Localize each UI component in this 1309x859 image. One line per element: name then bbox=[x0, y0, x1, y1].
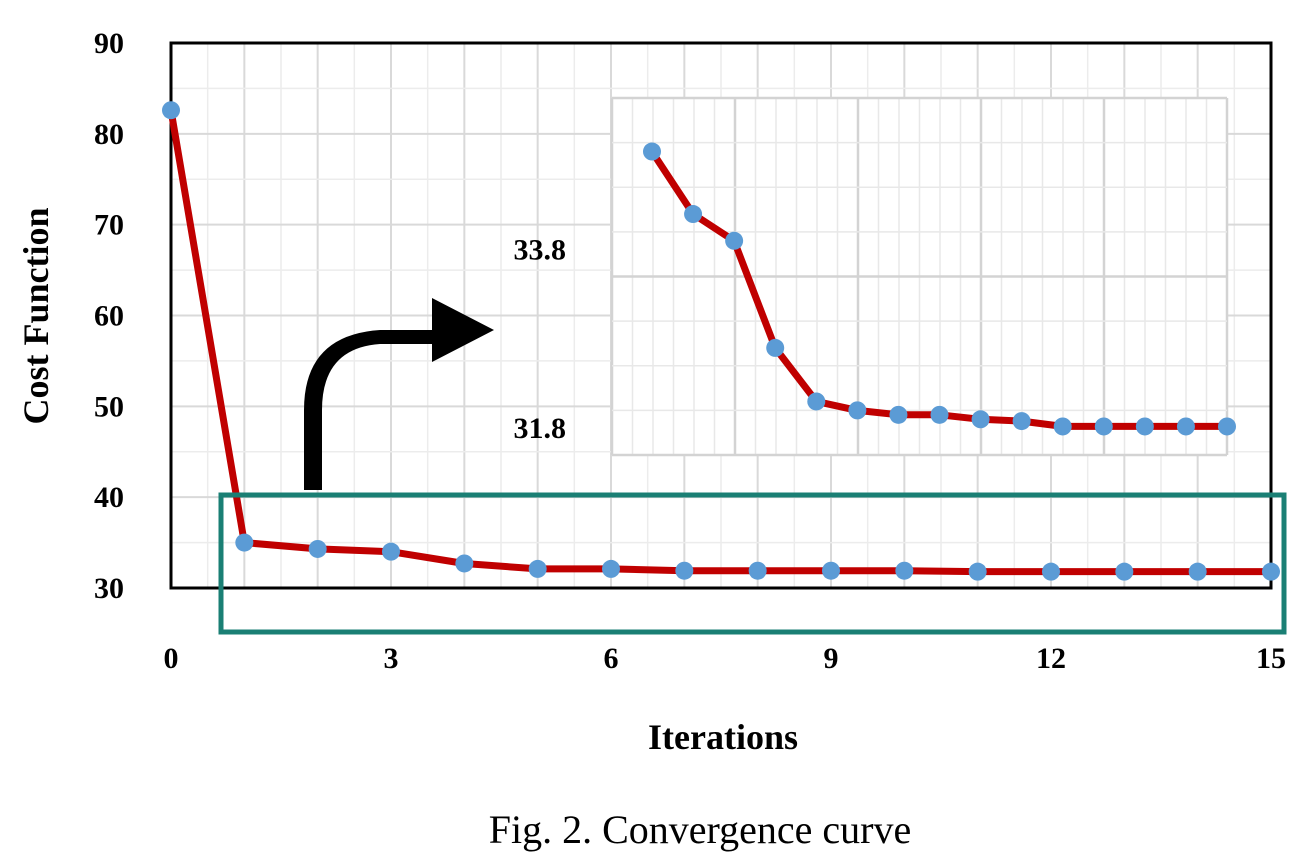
y-tick-label: 40 bbox=[94, 481, 124, 514]
y-tick-label: 70 bbox=[94, 209, 124, 242]
main-plot-frame bbox=[169, 41, 1273, 590]
x-tick-label: 12 bbox=[1036, 642, 1066, 675]
y-tick-label: 90 bbox=[94, 27, 124, 60]
main-data-point bbox=[1262, 562, 1280, 581]
inset-data-point bbox=[1218, 417, 1236, 436]
inset-tick-labels: 33.8 31.8 bbox=[514, 234, 567, 446]
main-series-line bbox=[167, 109, 1271, 576]
inset-data-point bbox=[1012, 412, 1031, 431]
main-data-point bbox=[895, 561, 914, 580]
main-data-point bbox=[382, 542, 400, 561]
main-data-point bbox=[675, 561, 694, 580]
inset-data-point bbox=[848, 401, 867, 420]
main-data-point bbox=[528, 559, 547, 578]
main-series bbox=[162, 101, 1280, 581]
main-data-point bbox=[235, 533, 254, 552]
main-data-point bbox=[602, 559, 620, 578]
zoom-highlight-box bbox=[218, 492, 1287, 635]
inset-data-point bbox=[889, 405, 908, 424]
x-axis-title: Iterations bbox=[648, 717, 798, 757]
x-tick-label: 6 bbox=[604, 642, 619, 675]
inset-data-point bbox=[643, 142, 661, 161]
inset-data-point bbox=[1176, 417, 1195, 436]
x-tick-label: 15 bbox=[1256, 642, 1286, 675]
inset-data-point bbox=[1135, 417, 1154, 436]
inset-data-point bbox=[807, 392, 826, 411]
y-tick-label: 50 bbox=[94, 390, 124, 423]
y-axis-title: Cost Function bbox=[16, 207, 56, 424]
main-data-point bbox=[822, 561, 840, 580]
inset-data-point bbox=[684, 205, 703, 224]
x-tick-label: 9 bbox=[824, 642, 839, 675]
inset-chart: 33.8 31.8 bbox=[514, 96, 1236, 457]
inset-data-point bbox=[1053, 417, 1072, 436]
main-data-point bbox=[968, 562, 987, 581]
inset-y-tick-label: 31.8 bbox=[514, 412, 567, 445]
inset-data-point bbox=[971, 410, 990, 429]
main-data-point bbox=[748, 561, 767, 580]
inset-y-tick-label: 33.8 bbox=[514, 234, 567, 267]
inset-data-point bbox=[766, 338, 785, 357]
main-data-point bbox=[162, 101, 180, 120]
main-data-point bbox=[1188, 562, 1207, 581]
main-data-point bbox=[455, 554, 474, 573]
main-tick-labels: 0 3 6 9 12 15 30 40 50 60 70 80 90 bbox=[94, 27, 1286, 675]
inset-series bbox=[643, 142, 1236, 436]
inset-data-point bbox=[930, 405, 949, 424]
x-tick-label: 3 bbox=[384, 642, 399, 675]
y-tick-label: 30 bbox=[94, 572, 124, 605]
figure-caption: Fig. 2. Convergence curve bbox=[489, 807, 911, 852]
y-tick-label: 60 bbox=[94, 300, 124, 333]
main-data-point bbox=[308, 539, 327, 558]
y-tick-label: 80 bbox=[94, 118, 124, 151]
x-tick-label: 0 bbox=[164, 642, 179, 675]
zoom-arrow-icon bbox=[304, 298, 494, 490]
main-data-point bbox=[1115, 562, 1134, 581]
main-data-point bbox=[1042, 562, 1060, 581]
inset-data-point bbox=[725, 231, 744, 250]
inset-data-point bbox=[1094, 417, 1113, 436]
